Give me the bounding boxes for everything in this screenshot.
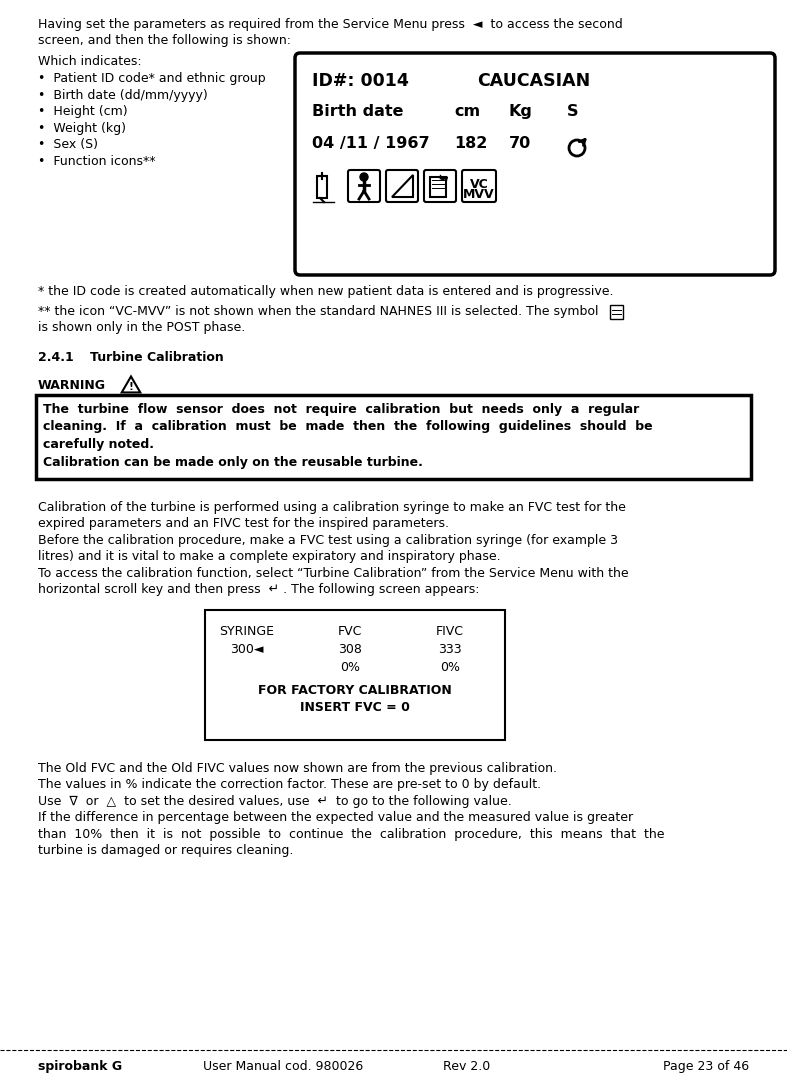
Text: Calibration of the turbine is performed using a calibration syringe to make an F: Calibration of the turbine is performed … [38,501,626,514]
Text: 333: 333 [438,643,462,656]
Text: MVV: MVV [464,188,495,201]
Text: S: S [567,104,578,119]
Bar [317,176,327,199]
FancyBboxPatch shape [348,170,380,202]
Text: Calibration can be made only on the reusable turbine.: Calibration can be made only on the reus… [43,456,423,469]
Text: INSERT FVC = 0: INSERT FVC = 0 [300,700,410,713]
Bar [610,304,623,318]
Text: Kg: Kg [509,104,533,119]
Text: 0%: 0% [340,661,360,674]
Text: turbine is damaged or requires cleaning.: turbine is damaged or requires cleaning. [38,844,294,857]
Text: User Manual cod. 980026: User Manual cod. 980026 [203,1060,364,1073]
Text: ** the icon “VC-MVV” is not shown when the standard NAHNES III is selected. The : ** the icon “VC-MVV” is not shown when t… [38,304,598,318]
Text: 04 /11 / 1967: 04 /11 / 1967 [312,136,430,151]
Text: •  Patient ID code* and ethnic group: • Patient ID code* and ethnic group [38,72,266,85]
Text: 182: 182 [454,136,487,151]
Text: FOR FACTORY CALIBRATION: FOR FACTORY CALIBRATION [258,684,452,697]
Text: * the ID code is created automatically when new patient data is entered and is p: * the ID code is created automatically w… [38,285,614,298]
FancyBboxPatch shape [424,170,456,202]
Text: cleaning.  If  a  calibration  must  be  made  then  the  following  guidelines : cleaning. If a calibration must be made … [43,421,652,434]
Text: Use  ∇  or  △  to set the desired values, use  ↵  to go to the following value.: Use ∇ or △ to set the desired values, us… [38,794,512,808]
Text: To access the calibration function, select “Turbine Calibration” from the Servic: To access the calibration function, sele… [38,566,629,579]
Bar [36,395,751,479]
Text: 0%: 0% [440,661,460,674]
Text: Before the calibration procedure, make a FVC test using a calibration syringe (f: Before the calibration procedure, make a… [38,534,618,547]
Text: litres) and it is vital to make a complete expiratory and inspiratory phase.: litres) and it is vital to make a comple… [38,550,501,563]
FancyBboxPatch shape [462,170,496,202]
Text: CAUCASIAN: CAUCASIAN [477,72,590,90]
Text: FVC: FVC [338,625,362,638]
Text: Turbine Calibration: Turbine Calibration [90,351,224,364]
Text: !: ! [128,382,134,392]
Text: carefully noted.: carefully noted. [43,438,154,451]
Text: ID#: 0014: ID#: 0014 [312,72,409,90]
FancyBboxPatch shape [386,170,418,202]
Text: than  10%  then  it  is  not  possible  to  continue  the  calibration  procedur: than 10% then it is not possible to cont… [38,828,664,841]
Text: 70: 70 [509,136,531,151]
Text: VC: VC [470,178,489,191]
Text: Rev 2.0: Rev 2.0 [443,1060,490,1073]
Text: Having set the parameters as required from the Service Menu press  ◄  to access : Having set the parameters as required fr… [38,18,623,31]
Bar [205,610,505,740]
Text: The Old FVC and the Old FIVC values now shown are from the previous calibration.: The Old FVC and the Old FIVC values now … [38,762,557,775]
Text: WARNING: WARNING [38,379,106,392]
Text: is shown only in the POST phase.: is shown only in the POST phase. [38,322,246,334]
Text: Birth date: Birth date [312,104,404,119]
Text: 300◄: 300◄ [231,643,264,656]
FancyBboxPatch shape [295,53,775,275]
Text: Page 23 of 46: Page 23 of 46 [663,1060,749,1073]
Text: expired parameters and an FIVC test for the inspired parameters.: expired parameters and an FIVC test for … [38,517,449,530]
Text: 308: 308 [338,643,362,656]
Text: horizontal scroll key and then press  ↵ . The following screen appears:: horizontal scroll key and then press ↵ .… [38,584,479,597]
Text: •  Sex (S): • Sex (S) [38,138,98,151]
Text: •  Function icons**: • Function icons** [38,154,156,168]
Text: The values in % indicate the correction factor. These are pre-set to 0 by defaul: The values in % indicate the correction … [38,778,541,791]
Text: •  Birth date (dd/mm/yyyy): • Birth date (dd/mm/yyyy) [38,88,208,101]
Text: 2.4.1: 2.4.1 [38,351,74,364]
Text: Which indicates:: Which indicates: [38,55,142,68]
Text: screen, and then the following is shown:: screen, and then the following is shown: [38,35,291,47]
Text: SYRINGE: SYRINGE [220,625,275,638]
Text: The  turbine  flow  sensor  does  not  require  calibration  but  needs  only  a: The turbine flow sensor does not require… [43,402,639,415]
Text: FIVC: FIVC [436,625,464,638]
Circle shape [360,173,368,181]
Text: cm: cm [454,104,480,119]
Bar [430,177,446,197]
Text: •  Weight (kg): • Weight (kg) [38,122,126,135]
Text: •  Height (cm): • Height (cm) [38,106,127,119]
Text: If the difference in percentage between the expected value and the measured valu: If the difference in percentage between … [38,811,633,824]
Text: spirobank G: spirobank G [38,1060,122,1073]
